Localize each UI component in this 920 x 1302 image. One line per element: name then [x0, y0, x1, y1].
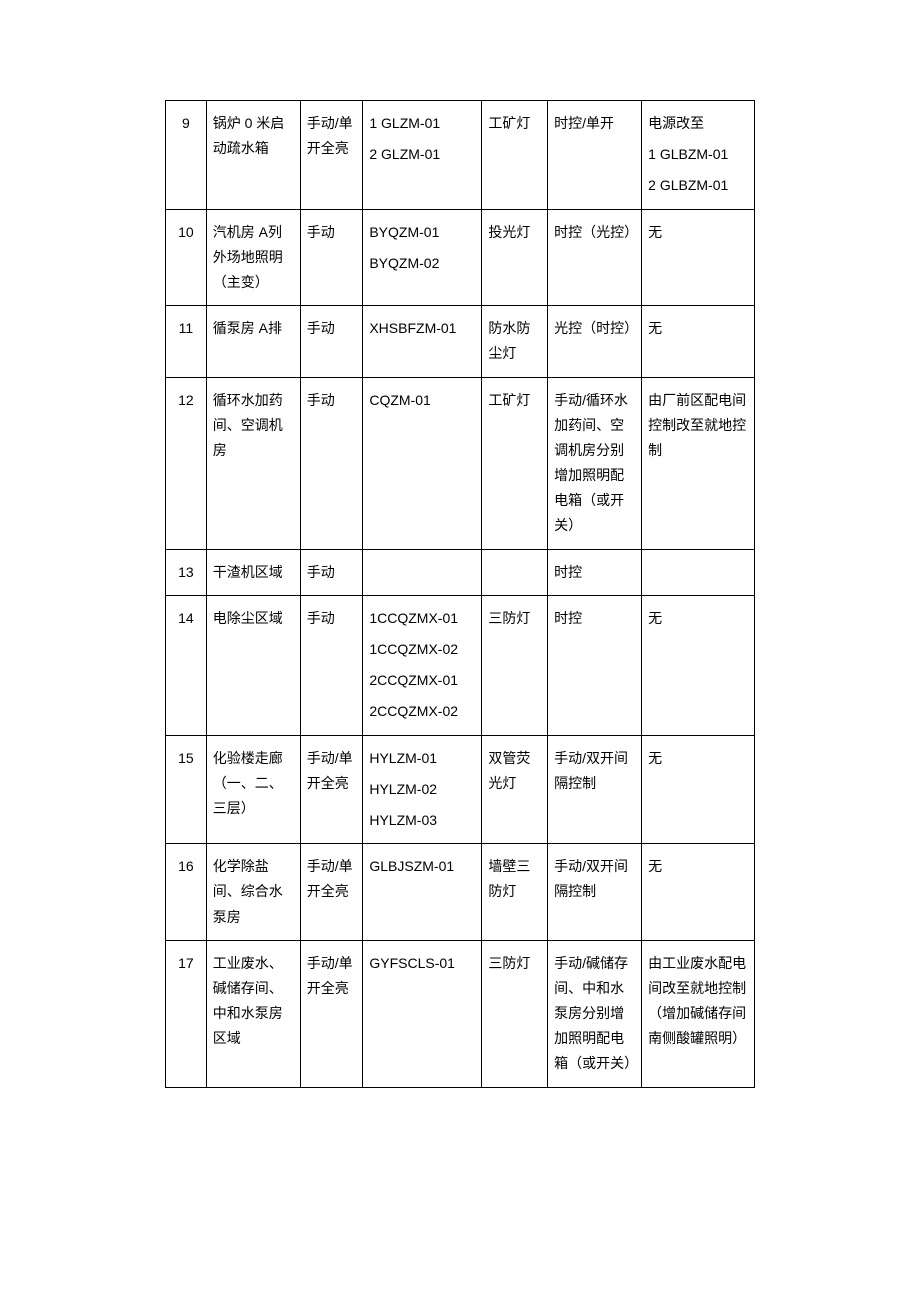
remark-item: 由厂前区配电间控制改至就地控制 [648, 388, 748, 464]
remark-item: 无 [648, 316, 748, 341]
cell-num: 9 [166, 101, 207, 210]
cell-box: 1 GLZM-01 2 GLZM-01 [363, 101, 482, 210]
cell-box: BYQZM-01 BYQZM-02 [363, 209, 482, 306]
cell-area: 循泵房 A排 [206, 306, 300, 377]
cell-area: 化学除盐间、综合水泵房 [206, 844, 300, 941]
box-item: 2CCQZMX-01 [369, 668, 475, 693]
cell-control: 时控/单开 [548, 101, 642, 210]
cell-mode: 手动 [300, 306, 363, 377]
box-item: GYFSCLS-01 [369, 951, 475, 976]
cell-num: 11 [166, 306, 207, 377]
remark-item: 无 [648, 220, 748, 245]
cell-box: CQZM-01 [363, 377, 482, 549]
cell-remark: 无 [642, 595, 755, 735]
box-item: 1 GLZM-01 [369, 111, 475, 136]
table-row: 14电除尘区域手动1CCQZMX-01 1CCQZMX-02 2CCQZMX-01 2… [166, 595, 755, 735]
cell-area: 工业废水、碱储存间、中和水泵房区域 [206, 940, 300, 1087]
cell-control: 时控 [548, 595, 642, 735]
cell-remark: 无 [642, 844, 755, 941]
remark-item: 1 GLBZM-01 [648, 142, 748, 167]
cell-num: 14 [166, 595, 207, 735]
cell-control: 时控（光控） [548, 209, 642, 306]
cell-num: 16 [166, 844, 207, 941]
cell-box: GLBJSZM-01 [363, 844, 482, 941]
cell-control: 手动/双开间隔控制 [548, 735, 642, 844]
box-item: 2 GLZM-01 [369, 142, 475, 167]
cell-mode: 手动/单开全亮 [300, 940, 363, 1087]
cell-box: 1CCQZMX-01 1CCQZMX-02 2CCQZMX-01 2CCQZMX-02 [363, 595, 482, 735]
table-row: 16化学除盐间、综合水泵房手动/单开全亮GLBJSZM-01 墙壁三防灯手动/双开… [166, 844, 755, 941]
table-row: 17工业废水、碱储存间、中和水泵房区域手动/单开全亮GYFSCLS-01 三防灯手… [166, 940, 755, 1087]
cell-remark: 无 [642, 735, 755, 844]
box-item: HYLZM-03 [369, 808, 475, 833]
box-item: BYQZM-01 [369, 220, 475, 245]
box-item: 1CCQZMX-02 [369, 637, 475, 662]
cell-light: 墙壁三防灯 [482, 844, 548, 941]
cell-remark: 由工业废水配电间改至就地控制（增加碱储存间南侧酸罐照明） [642, 940, 755, 1087]
cell-light [482, 549, 548, 595]
cell-box: XHSBFZM-01 [363, 306, 482, 377]
cell-light: 三防灯 [482, 940, 548, 1087]
table-row: 13干渣机区域手动 时控 [166, 549, 755, 595]
box-item: XHSBFZM-01 [369, 316, 475, 341]
cell-remark: 无 [642, 306, 755, 377]
lighting-config-table: 9锅炉 0 米启动疏水箱手动/单开全亮1 GLZM-012 GLZM-01工矿灯… [165, 100, 755, 1088]
table-row: 10汽机房 A列外场地照明（主变）手动BYQZM-01 BYQZM-02 投光灯时控… [166, 209, 755, 306]
cell-num: 17 [166, 940, 207, 1087]
table-row: 12循环水加药间、空调机房手动CQZM-01 工矿灯手动/循环水加药间、空调机房分… [166, 377, 755, 549]
box-item: CQZM-01 [369, 388, 475, 413]
cell-remark: 由厂前区配电间控制改至就地控制 [642, 377, 755, 549]
cell-area: 化验楼走廊（一、二、三层） [206, 735, 300, 844]
table-row: 11循泵房 A排手动XHSBFZM-01 防水防尘灯光控（时控）无 [166, 306, 755, 377]
cell-light: 双管荧光灯 [482, 735, 548, 844]
cell-mode: 手动/单开全亮 [300, 844, 363, 941]
cell-remark: 无 [642, 209, 755, 306]
cell-light: 防水防尘灯 [482, 306, 548, 377]
remark-item: 2 GLBZM-01 [648, 173, 748, 198]
cell-light: 工矿灯 [482, 101, 548, 210]
cell-area: 锅炉 0 米启动疏水箱 [206, 101, 300, 210]
table-body: 9锅炉 0 米启动疏水箱手动/单开全亮1 GLZM-012 GLZM-01工矿灯… [166, 101, 755, 1088]
remark-item: 无 [648, 854, 748, 879]
cell-box: HYLZM-01 HYLZM-02 HYLZM-03 [363, 735, 482, 844]
cell-num: 13 [166, 549, 207, 595]
cell-area: 电除尘区域 [206, 595, 300, 735]
box-item: BYQZM-02 [369, 251, 475, 276]
cell-control: 手动/循环水加药间、空调机房分别增加照明配电箱（或开关） [548, 377, 642, 549]
box-item: HYLZM-02 [369, 777, 475, 802]
cell-mode: 手动 [300, 595, 363, 735]
remark-item: 电源改至 [648, 111, 748, 136]
cell-control: 手动/双开间隔控制 [548, 844, 642, 941]
cell-control: 时控 [548, 549, 642, 595]
cell-mode: 手动/单开全亮 [300, 101, 363, 210]
cell-mode: 手动 [300, 209, 363, 306]
table-row: 15化验楼走廊（一、二、三层）手动/单开全亮HYLZM-01HYLZM-02HY… [166, 735, 755, 844]
cell-remark [642, 549, 755, 595]
cell-light: 三防灯 [482, 595, 548, 735]
cell-area: 干渣机区域 [206, 549, 300, 595]
remark-item: 由工业废水配电间改至就地控制（增加碱储存间南侧酸罐照明） [648, 951, 748, 1052]
box-item: HYLZM-01 [369, 746, 475, 771]
cell-light: 投光灯 [482, 209, 548, 306]
remark-item: 无 [648, 746, 748, 771]
cell-area: 汽机房 A列外场地照明（主变） [206, 209, 300, 306]
box-item: 2CCQZMX-02 [369, 699, 475, 724]
cell-mode: 手动 [300, 549, 363, 595]
box-item: 1CCQZMX-01 [369, 606, 475, 631]
cell-area: 循环水加药间、空调机房 [206, 377, 300, 549]
cell-mode: 手动/单开全亮 [300, 735, 363, 844]
box-item: GLBJSZM-01 [369, 854, 475, 879]
cell-num: 10 [166, 209, 207, 306]
cell-box: GYFSCLS-01 [363, 940, 482, 1087]
cell-box [363, 549, 482, 595]
cell-light: 工矿灯 [482, 377, 548, 549]
cell-control: 手动/碱储存间、中和水泵房分别增加照明配电箱（或开关） [548, 940, 642, 1087]
table-row: 9锅炉 0 米启动疏水箱手动/单开全亮1 GLZM-01 2 GLZM-01 工矿灯… [166, 101, 755, 210]
remark-item: 无 [648, 606, 748, 631]
cell-mode: 手动 [300, 377, 363, 549]
cell-num: 15 [166, 735, 207, 844]
cell-control: 光控（时控） [548, 306, 642, 377]
cell-num: 12 [166, 377, 207, 549]
cell-remark: 电源改至 1 GLBZM-01 2 GLBZM-01 [642, 101, 755, 210]
